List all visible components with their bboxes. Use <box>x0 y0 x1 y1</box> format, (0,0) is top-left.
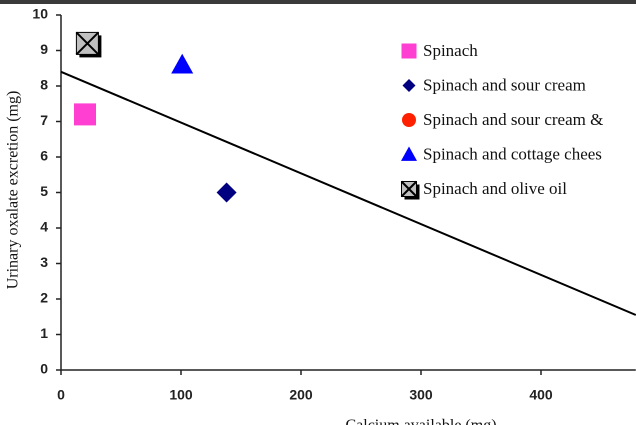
y-tick-label: 6 <box>40 148 48 164</box>
x-tick-label: 0 <box>57 387 65 403</box>
legend-label: Spinach and olive oil <box>423 179 567 198</box>
marker <box>401 43 417 59</box>
y-tick-label: 8 <box>40 77 48 93</box>
y-axis-label: Urinary oxalate excretion (mg) <box>5 91 22 290</box>
y-tick-label: 2 <box>40 290 48 306</box>
y-tick-label: 10 <box>32 6 48 22</box>
triangle <box>171 53 194 74</box>
marker <box>75 31 102 58</box>
marker <box>401 146 417 161</box>
x-tick-label: 200 <box>289 387 313 403</box>
marker <box>171 53 194 74</box>
y-tick-label: 1 <box>40 325 48 341</box>
diamond <box>216 182 237 203</box>
marker <box>402 113 416 127</box>
marker <box>400 180 420 200</box>
y-tick-label: 0 <box>40 361 48 377</box>
circle <box>402 113 416 127</box>
y-tick-label: 4 <box>40 219 48 235</box>
x-tick-label: 100 <box>169 387 193 403</box>
y-tick-label: 5 <box>40 183 48 199</box>
trendline <box>60 70 636 316</box>
cross <box>400 180 418 198</box>
legend-label: Spinach and cottage chees <box>423 144 602 163</box>
x-tick-label: 400 <box>529 387 553 403</box>
legend-label: Spinach and sour cream & <box>423 110 603 129</box>
marker <box>402 79 416 92</box>
triangle <box>401 146 417 161</box>
y-tick-label: 7 <box>40 112 48 128</box>
x-tick-label: 300 <box>409 387 433 403</box>
x-axis-label: Calcium available (mg) <box>345 417 496 425</box>
legend-label: Spinach <box>423 41 478 60</box>
cross <box>75 31 100 56</box>
legend-label: Spinach and sour cream <box>423 75 586 94</box>
square <box>74 103 96 126</box>
marker <box>216 182 237 203</box>
diamond <box>402 79 416 92</box>
square <box>401 43 417 59</box>
y-tick-label: 3 <box>40 254 48 270</box>
marker <box>74 103 96 126</box>
top-bar <box>0 0 636 4</box>
y-tick-label: 9 <box>40 41 48 57</box>
